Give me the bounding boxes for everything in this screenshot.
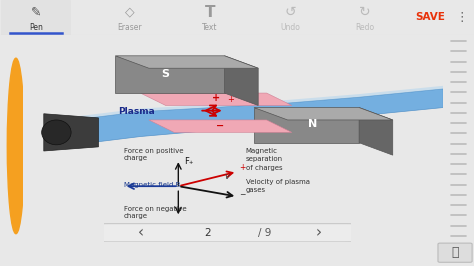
Text: separation: separation [246, 156, 283, 162]
Text: SAVE: SAVE [415, 12, 445, 22]
Text: T: T [205, 5, 215, 19]
FancyBboxPatch shape [100, 224, 356, 242]
Text: gases: gases [246, 187, 266, 193]
Polygon shape [359, 107, 393, 155]
Polygon shape [140, 93, 292, 106]
Text: Text: Text [202, 23, 218, 32]
Text: Magnetic: Magnetic [246, 148, 278, 154]
Text: −: − [239, 190, 246, 200]
Text: / 9: / 9 [258, 228, 271, 238]
Text: ⤢: ⤢ [451, 246, 459, 259]
Text: Pen: Pen [29, 23, 43, 32]
Text: ⋮: ⋮ [456, 11, 468, 24]
Polygon shape [115, 56, 258, 68]
Polygon shape [115, 56, 225, 93]
Polygon shape [149, 120, 292, 132]
Text: Velocity of plasma: Velocity of plasma [246, 179, 310, 185]
Text: N: N [308, 119, 318, 129]
Text: ✎: ✎ [31, 6, 41, 19]
Text: Magnetic field B: Magnetic field B [124, 182, 180, 188]
Text: ↺: ↺ [284, 5, 296, 19]
Text: −: − [216, 121, 224, 131]
FancyBboxPatch shape [438, 243, 472, 262]
Ellipse shape [42, 120, 71, 145]
Text: Eraser: Eraser [118, 23, 142, 32]
Text: ↻: ↻ [359, 5, 371, 19]
Text: F₊: F₊ [184, 157, 194, 166]
Text: Undo: Undo [280, 23, 300, 32]
Text: ‹: ‹ [138, 225, 144, 240]
Text: +: + [239, 163, 246, 172]
Text: ›: › [316, 225, 322, 240]
Text: charge: charge [124, 213, 148, 219]
Text: +: + [227, 95, 234, 104]
Polygon shape [44, 114, 99, 151]
Text: S: S [162, 69, 170, 80]
Text: charge: charge [124, 155, 148, 161]
Polygon shape [73, 89, 443, 145]
Text: 2: 2 [204, 228, 211, 238]
Text: Force on positive: Force on positive [124, 148, 183, 154]
Text: Plasma: Plasma [118, 107, 155, 116]
Text: v: v [225, 172, 229, 181]
Text: Force on negative: Force on negative [124, 206, 186, 212]
Text: Redo: Redo [356, 23, 374, 32]
FancyBboxPatch shape [1, 0, 71, 35]
Circle shape [7, 58, 25, 234]
Text: ◇: ◇ [125, 6, 135, 19]
Text: of charges: of charges [246, 165, 282, 171]
Polygon shape [254, 107, 393, 120]
Text: +: + [212, 93, 220, 103]
Polygon shape [73, 86, 443, 120]
Polygon shape [254, 107, 359, 143]
Polygon shape [225, 56, 258, 106]
